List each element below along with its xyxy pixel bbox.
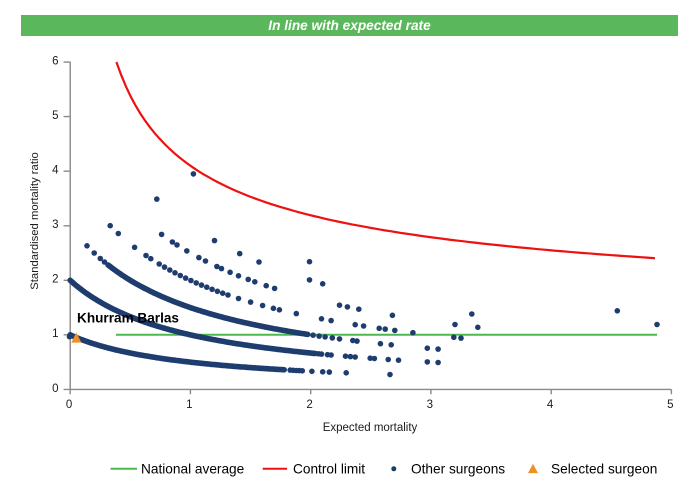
svg-text:1: 1 — [186, 399, 192, 411]
svg-text:Standardised mortality ratio: Standardised mortality ratio — [29, 152, 41, 290]
svg-text:Selected surgeon: Selected surgeon — [551, 461, 657, 476]
svg-text:Other surgeons: Other surgeons — [411, 461, 505, 476]
svg-text:1: 1 — [52, 328, 58, 340]
svg-text:0: 0 — [52, 383, 58, 395]
svg-text:Expected mortality: Expected mortality — [323, 422, 418, 434]
svg-text:Khurram Barlas: Khurram Barlas — [77, 310, 179, 325]
svg-text:National average: National average — [141, 461, 244, 476]
svg-text:4: 4 — [52, 165, 59, 177]
svg-text:3: 3 — [427, 399, 433, 411]
svg-text:Control limit: Control limit — [293, 461, 365, 476]
svg-text:2: 2 — [52, 274, 58, 286]
svg-text:0: 0 — [66, 399, 72, 411]
svg-text:5: 5 — [52, 110, 58, 122]
svg-text:2: 2 — [306, 399, 312, 411]
svg-text:3: 3 — [52, 219, 58, 231]
svg-text:4: 4 — [547, 399, 554, 411]
svg-text:5: 5 — [667, 399, 673, 411]
svg-text:6: 6 — [52, 56, 58, 68]
